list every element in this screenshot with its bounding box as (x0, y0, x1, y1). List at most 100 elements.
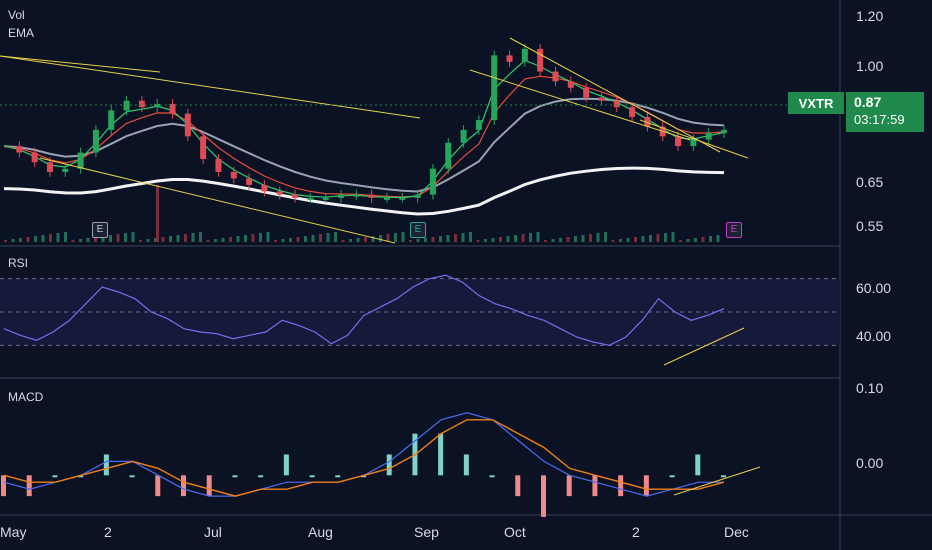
volume-bar (296, 237, 300, 242)
volume-bar (236, 236, 240, 242)
earnings-badge-2[interactable]: E (410, 222, 426, 238)
volume-bar (64, 232, 67, 242)
volume-bar (521, 234, 525, 242)
y-tick-rsi-2: 40.00 (856, 328, 892, 344)
volume-bar (634, 237, 637, 242)
volume-bar (311, 235, 315, 242)
volume-bar (229, 237, 232, 242)
candle-body (399, 197, 406, 200)
volume-bar (304, 236, 307, 242)
x-tick-dec: Dec (724, 524, 749, 540)
volume-bar (454, 234, 457, 242)
macd-histogram-bar (232, 475, 238, 478)
volume-bar (19, 238, 22, 242)
volume-bar (161, 237, 165, 242)
volume-bar (394, 233, 397, 242)
x-tick-may: May (0, 524, 27, 540)
x-tick-nov: 2 (632, 524, 640, 540)
earnings-badge-1[interactable]: E (92, 222, 108, 238)
x-tick-sep: Sep (414, 524, 439, 540)
ticker-symbol-tag[interactable]: VXTR (788, 92, 844, 114)
volume-bar (589, 234, 592, 242)
candle-body (445, 142, 452, 169)
volume-bar (184, 234, 187, 242)
volume-bar (289, 238, 292, 242)
macd-histogram-bar (103, 454, 109, 476)
ema-fast-line (3, 59, 725, 199)
volume-bar (619, 239, 622, 242)
volume-bar (424, 238, 427, 242)
candle-body (215, 159, 222, 172)
macd-histogram-bar (206, 475, 212, 497)
candle-body (598, 97, 605, 101)
macd-histogram-bar (438, 433, 444, 476)
volume-bar (529, 233, 532, 242)
volume-bar (701, 237, 705, 242)
candle-body (506, 55, 513, 62)
macd-histogram-bar (155, 475, 161, 497)
x-tick-oct: Oct (504, 524, 526, 540)
volume-bar (176, 235, 180, 242)
macd-histogram-bar (592, 475, 598, 497)
price-box: 0.87 03:17:59 (846, 92, 924, 132)
volume-bar (206, 240, 210, 242)
volume-bar (251, 234, 255, 242)
candle-body (16, 146, 23, 153)
volume-bar (341, 240, 345, 242)
volume-bar (694, 238, 697, 242)
vol-label: Vol (8, 8, 25, 22)
volume-bar (26, 237, 30, 242)
earnings-badge-3[interactable]: E (726, 222, 742, 238)
volume-bar (266, 232, 270, 242)
y-tick-price-1: 1.20 (856, 8, 884, 24)
candle-body (491, 55, 498, 121)
volume-bar (4, 240, 7, 242)
volume-bar (566, 237, 570, 242)
candle-body (613, 100, 620, 108)
volume-bar (656, 234, 660, 242)
volume-bar (349, 239, 352, 242)
volume-bar (124, 233, 127, 242)
volume-bar (416, 239, 420, 242)
volume-bar (506, 236, 510, 242)
volume-bar (364, 237, 367, 242)
macd-histogram-bar (515, 475, 521, 497)
volume-bar (326, 233, 330, 242)
volume-bar (581, 235, 585, 242)
volume-bar (94, 237, 97, 242)
volume-bar (101, 236, 105, 242)
candle-body (552, 71, 559, 82)
macd-histogram-bar (258, 475, 264, 478)
candle-body (292, 194, 299, 198)
candle-body (460, 129, 467, 143)
volume-bar (244, 235, 247, 242)
volume-bar (671, 232, 675, 242)
candle-body (31, 152, 38, 163)
candle-body (338, 194, 345, 198)
candle-body (690, 139, 697, 147)
macd-histogram-bar (463, 454, 469, 476)
volume-bar (709, 236, 712, 242)
macd-histogram-bar (181, 475, 186, 497)
x-tick-aug: Aug (308, 524, 333, 540)
volume-bar (574, 236, 577, 242)
macd-histogram-bar (361, 475, 366, 478)
volume-bar (356, 238, 360, 242)
volume-bar (199, 232, 202, 242)
volume-bar (34, 236, 37, 242)
trendline (509, 37, 721, 153)
volume-bar (679, 240, 682, 242)
volume-bar (499, 237, 502, 242)
macd-histogram-bar (52, 475, 58, 478)
macd-histogram-bar (643, 475, 649, 497)
volume-bar (604, 232, 607, 242)
macd-histogram-bar (335, 475, 341, 478)
x-tick-jul: Jul (204, 524, 222, 540)
candle-body (414, 194, 421, 198)
candle-body (583, 87, 590, 98)
volume-bar (379, 235, 382, 242)
trendline (639, 119, 749, 159)
volume-bar (154, 238, 157, 242)
candle-body (521, 48, 528, 62)
